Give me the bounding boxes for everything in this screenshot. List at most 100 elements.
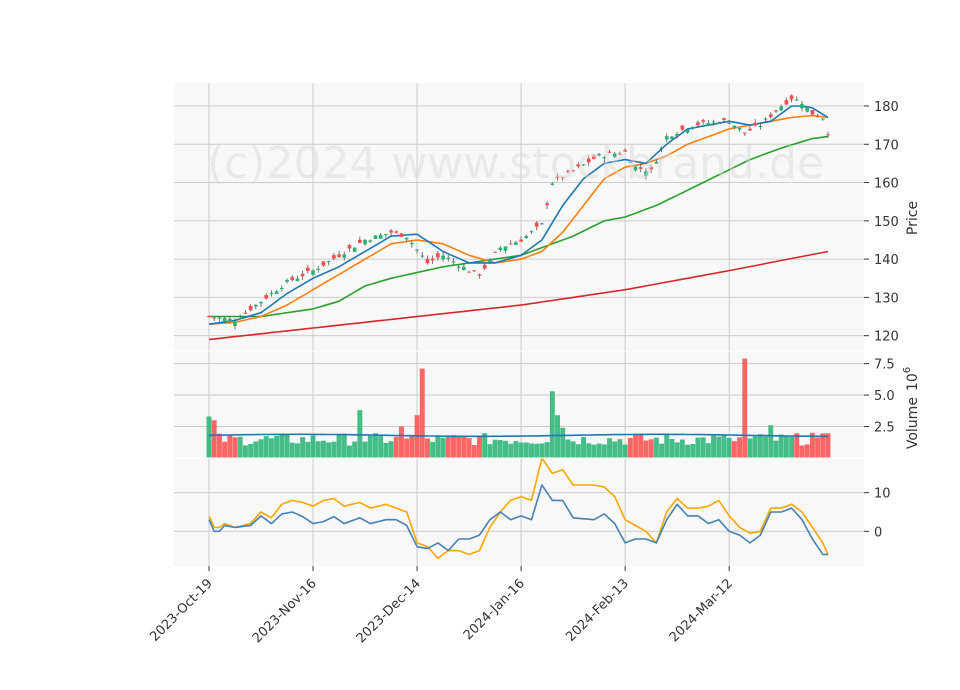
candle-body <box>550 183 555 185</box>
candle-body <box>545 203 549 206</box>
volume-bar <box>794 433 800 458</box>
volume-average-line <box>208 433 828 438</box>
volume-bar <box>440 437 446 458</box>
volume-bar <box>232 437 238 458</box>
candle-body <box>815 116 820 118</box>
volume-bar <box>763 436 769 458</box>
candle-body <box>347 245 352 249</box>
candle-body <box>399 233 404 237</box>
volume-bar <box>445 436 451 458</box>
x-tick-label: 2023-Nov-16 <box>250 576 320 646</box>
volume-bar <box>513 441 519 458</box>
candle-body <box>690 126 695 129</box>
volume-bar <box>242 445 248 458</box>
candle-body <box>628 161 633 163</box>
candle-body <box>732 125 737 128</box>
volume-bar <box>294 443 300 458</box>
candle-body <box>410 243 414 245</box>
volume-bar <box>393 436 399 458</box>
candle-body <box>581 164 586 166</box>
price-y-tick-label: 150 <box>874 215 899 230</box>
candle-body <box>441 255 445 260</box>
x-tick-label: 2023-Oct-19 <box>147 576 215 644</box>
volume-bar <box>674 442 680 458</box>
volume-bar <box>471 444 477 458</box>
volume-bar <box>711 435 717 458</box>
x-tick-label: 2023-Dec-14 <box>354 576 424 646</box>
candle-body <box>633 166 638 171</box>
candle-body <box>779 106 784 111</box>
volume-bar <box>268 438 274 458</box>
volume-bar <box>414 415 420 458</box>
candle-body <box>742 132 747 134</box>
volume-bar <box>331 441 337 458</box>
volume-bar <box>320 440 326 458</box>
volume-bar <box>237 436 243 458</box>
candle-body <box>451 261 456 263</box>
volume-bar <box>539 443 545 458</box>
candle-body <box>758 126 763 128</box>
price-panel: 120 130 140 150 160 170 180 <box>174 83 899 351</box>
volume-bar <box>378 436 384 458</box>
volume-bar <box>633 435 639 458</box>
candle-body <box>800 103 804 109</box>
candle-body <box>430 258 435 261</box>
candle-body <box>571 170 575 172</box>
candle-body <box>425 258 430 264</box>
volume-bar <box>804 444 810 458</box>
candle-body <box>602 157 607 159</box>
candle-body <box>560 177 565 179</box>
volume-bar <box>731 441 737 458</box>
volume-bar <box>326 442 332 458</box>
volume-bar <box>591 444 597 458</box>
volume-bar <box>222 441 228 458</box>
candle-body <box>222 318 227 323</box>
volume-bar <box>346 445 352 458</box>
volume-bar <box>809 432 815 458</box>
price-y-tick-label: 170 <box>874 138 899 153</box>
candle-body <box>378 234 383 239</box>
volume-bar <box>799 445 805 458</box>
oscillator-panel-background <box>174 458 864 566</box>
candle-body <box>784 100 789 105</box>
candle-body <box>456 266 461 268</box>
candle-body <box>493 251 497 253</box>
candle-body <box>337 254 341 258</box>
price-panel-background <box>174 83 864 351</box>
candle-body <box>467 271 471 273</box>
candle-body <box>238 318 243 320</box>
volume-y-tick-label: 2.5 <box>874 421 895 436</box>
volume-bar <box>477 435 482 458</box>
candle-body <box>358 239 362 243</box>
candle-body <box>306 267 310 271</box>
candle-body <box>805 107 810 112</box>
oscillator-panel: 0 10 <box>174 350 891 566</box>
candle-body <box>654 161 659 164</box>
candle-body <box>748 128 752 131</box>
volume-bar <box>617 439 623 458</box>
candle-body <box>368 240 373 242</box>
candle-body <box>623 150 627 152</box>
candle-body <box>612 153 617 157</box>
volume-bar <box>336 434 342 458</box>
candle-body <box>649 167 653 170</box>
candle-body <box>826 134 830 136</box>
volume-bar <box>555 415 560 458</box>
price-y-tick-label: 180 <box>874 100 899 115</box>
volume-bar <box>690 443 696 458</box>
volume-bar <box>643 440 649 458</box>
ma-short-line <box>208 105 829 325</box>
volume-bar <box>653 437 659 458</box>
candle-body <box>248 305 253 311</box>
volume-bar <box>216 433 222 458</box>
volume-bar <box>721 434 727 458</box>
volume-bar <box>388 441 394 458</box>
candle-body <box>664 136 669 140</box>
candle-body <box>727 123 731 125</box>
candle-body <box>789 95 794 100</box>
candle-body <box>680 125 685 130</box>
volume-bar <box>305 441 311 458</box>
candle-body <box>300 273 305 277</box>
volume-bar <box>227 434 233 458</box>
volume-bar <box>570 441 576 458</box>
